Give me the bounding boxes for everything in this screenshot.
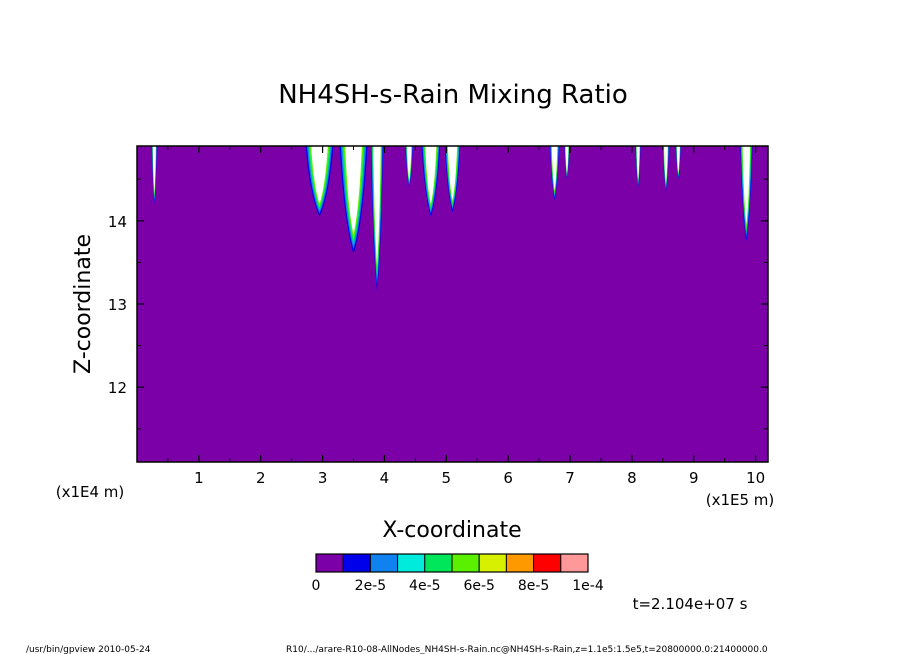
colorbar-swatch xyxy=(315,553,344,573)
x-tick-label: 2 xyxy=(256,469,266,487)
colorbar-swatch xyxy=(451,553,480,573)
colorbar-swatch xyxy=(342,553,371,573)
plume-contour xyxy=(636,146,640,181)
footer-command: /usr/bin/gpview 2010-05-24 xyxy=(26,645,151,654)
colorbar-label: 0 xyxy=(312,578,321,594)
colorbar-label: 6e-5 xyxy=(463,578,494,594)
plume xyxy=(370,146,384,292)
plume-contour xyxy=(425,146,437,204)
footer-source: R10/.../arare-R10-08-AllNodes_NH4SH-s-Ra… xyxy=(286,645,768,654)
plume-contour xyxy=(664,146,668,184)
colorbar-swatch xyxy=(369,553,399,573)
plume-contour xyxy=(551,146,558,191)
plume-contour xyxy=(406,146,412,181)
y-tick-label: 13 xyxy=(108,296,127,314)
plume xyxy=(421,146,441,217)
plume xyxy=(405,146,413,188)
plume-layer xyxy=(151,146,753,292)
plume xyxy=(635,146,641,188)
y-tick-label: 12 xyxy=(108,379,127,397)
x-tick-label: 9 xyxy=(689,469,699,487)
plume-contour xyxy=(152,146,156,194)
plume-contour xyxy=(447,146,458,201)
colorbar-label: 4e-5 xyxy=(409,578,440,594)
plume xyxy=(675,146,681,180)
y-tick-label: 14 xyxy=(108,213,127,231)
plume-contour xyxy=(311,146,328,204)
colorbar-swatch xyxy=(424,553,453,573)
colorbar-label: 1e-4 xyxy=(572,578,604,594)
x-tick-label: 8 xyxy=(627,469,637,487)
chart-title: NH4SH-s-Rain Mixing Ratio xyxy=(278,80,628,110)
plume-contour xyxy=(345,146,362,235)
colorbar-swatch xyxy=(505,553,535,573)
plume xyxy=(740,146,753,242)
x-tick-label: 7 xyxy=(565,469,575,487)
x-tick-label: 5 xyxy=(442,469,452,487)
plume-contour xyxy=(373,146,381,266)
time-label: t=2.104e+07 s xyxy=(633,595,748,613)
x-tick-label: 1 xyxy=(194,469,204,487)
plume xyxy=(339,146,368,255)
colorbar-swatch xyxy=(397,553,426,573)
colorbar-labels: 0 2e-5 4e-5 6e-5 8e-5 1e-4 xyxy=(312,578,604,594)
plume-contour xyxy=(565,146,569,174)
plume-contour xyxy=(742,146,751,225)
colorbar-swatch xyxy=(533,553,562,573)
plume xyxy=(564,146,570,180)
colorbar: 0 2e-5 4e-5 6e-5 8e-5 1e-4 xyxy=(312,553,604,594)
y-axis-label: Z-coordinate xyxy=(71,234,96,374)
x-axis-unit: (x1E5 m) xyxy=(706,491,775,509)
x-tick-label: 6 xyxy=(503,469,513,487)
y-axis-unit: (x1E4 m) xyxy=(56,483,125,501)
x-tick-label: 3 xyxy=(318,469,328,487)
y-axis-ticks: 12 13 14 xyxy=(108,178,768,430)
colorbar-swatch xyxy=(560,553,589,573)
plume xyxy=(662,146,670,192)
plume xyxy=(305,146,334,217)
x-tick-label: 4 xyxy=(380,469,390,487)
colorbar-label: 8e-5 xyxy=(518,578,549,594)
plume xyxy=(151,146,157,205)
x-axis-label: X-coordinate xyxy=(382,518,521,543)
colorbar-swatches xyxy=(315,553,589,573)
colorbar-frame xyxy=(315,553,589,573)
plume-contour xyxy=(676,146,680,174)
x-axis-ticks: 1 2 3 4 5 6 7 8 9 10 xyxy=(167,146,765,487)
plume xyxy=(444,146,461,213)
colorbar-label: 2e-5 xyxy=(355,578,386,594)
colorbar-swatch xyxy=(478,553,507,573)
x-tick-label: 10 xyxy=(746,469,765,487)
plume xyxy=(549,146,560,201)
